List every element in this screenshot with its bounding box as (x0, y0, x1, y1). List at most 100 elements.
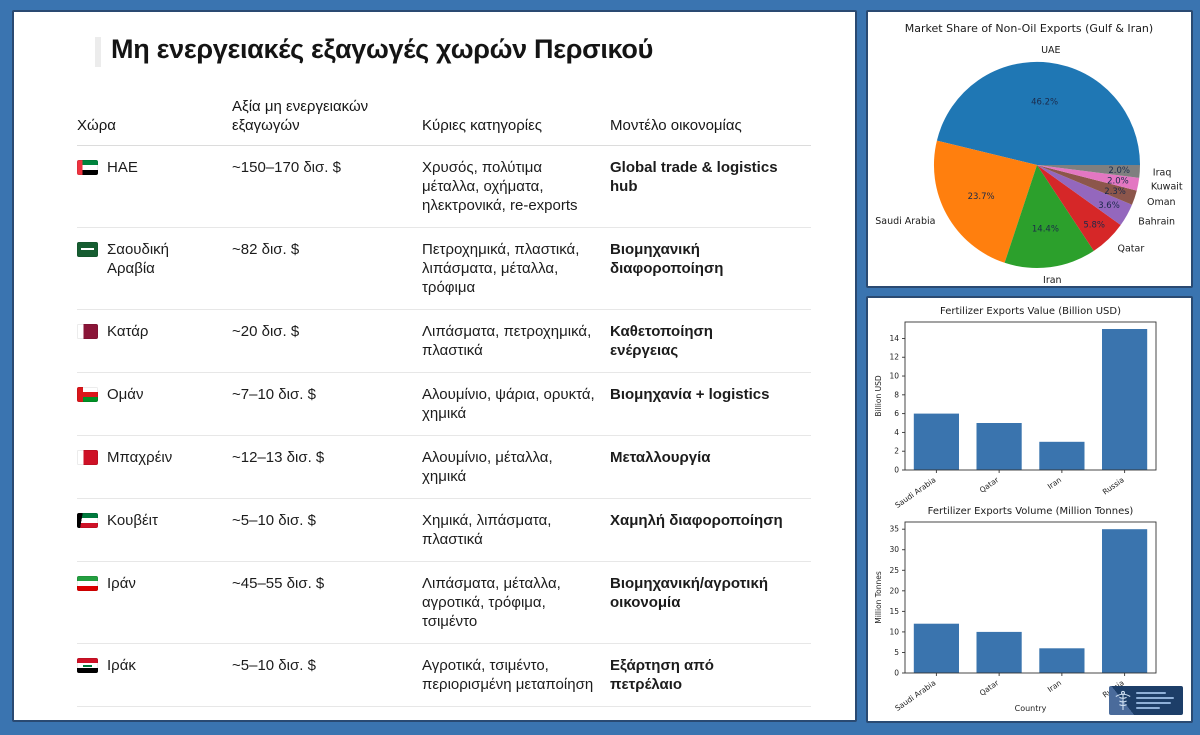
flag-omn-icon (77, 387, 98, 402)
table-row: Ιράκ ~5–10 δισ. $ Αγροτικά, τσιμέντο, περι… (77, 644, 811, 707)
y-tick-label: 2 (894, 447, 899, 456)
pie-label-uae: UAE (1041, 45, 1060, 56)
categories-cell: Χημικά, λιπάσματα, πλαστικά (422, 512, 552, 548)
table-row: ΗΑΕ ~150–170 δισ. $ Χρυσός, πολύτιμα μέταλ… (77, 146, 811, 228)
y-tick-label: 5 (894, 648, 899, 657)
value-cell: ~150–170 δισ. $ (232, 159, 341, 176)
y-tick-label: 15 (889, 607, 899, 616)
categories-cell: Αλουμίνιο, μέταλλα, χημικά (422, 449, 553, 485)
y-axis-label: Million Tonnes (874, 571, 883, 624)
flag-irq-icon (77, 658, 98, 673)
country-cell: Ιράν (77, 574, 232, 631)
value-cell: ~82 δισ. $ (232, 241, 300, 258)
pie-percent-label: 3.6% (1098, 201, 1120, 211)
country-cell: Σαουδική Αραβία (77, 240, 232, 297)
table-body: ΗΑΕ ~150–170 δισ. $ Χρυσός, πολύτιμα μέταλ… (77, 146, 811, 707)
value-cell: ~5–10 δισ. $ (232, 657, 316, 674)
table-row: Κατάρ ~20 δισ. $ Λιπάσματα, πετροχημικά, π… (77, 310, 811, 373)
pie-slice-iran (1004, 165, 1094, 269)
page-title: Μη ενεργειακές εξαγωγές χωρών Περσικού (111, 34, 653, 64)
country-cell: Μπαχρέιν (77, 448, 232, 486)
model-cell: Βιομηχανική/αγροτική οικονομία (610, 575, 768, 611)
categories-cell: Λιπάσματα, μέταλλα, αγροτικά, τρόφιμα, τ… (422, 575, 561, 630)
bar-russia (1102, 529, 1148, 673)
y-tick-label: 8 (894, 390, 899, 399)
chamber-logo (1109, 686, 1183, 715)
bar-chart-title: Fertilizer Exports Value (Billion USD) (940, 306, 1121, 317)
bar-chart-group: Fertilizer Exports Value (Billion USD) 0 2… (874, 306, 1157, 510)
model-cell: Εξάρτηση από πετρέλαιο (610, 657, 714, 693)
bar-iran (1039, 441, 1085, 470)
y-tick-label: 30 (889, 545, 899, 554)
pie-percent-label: 2.3% (1104, 187, 1126, 197)
country-cell: Ομάν (77, 385, 232, 423)
column-header-categories: Κύριες κατηγορίες (422, 117, 543, 134)
country-name: Σαουδική Αραβία (107, 241, 170, 277)
title-accent-bar (95, 37, 101, 67)
model-cell: Βιομηχανική διαφοροποίηση (610, 241, 724, 277)
y-tick-label: 20 (889, 586, 899, 595)
exports-table: Χώρα Αξία μη ενεργειακών εξαγωγών Κύριες… (77, 97, 811, 707)
x-tick-label: Russia (1101, 475, 1126, 496)
table-row: Μπαχρέιν ~12–13 δισ. $ Αλουμίνιο, μέταλλα,… (77, 436, 811, 499)
flag-bhr-icon (77, 450, 98, 465)
country-cell: ΗΑΕ (77, 158, 232, 215)
pie-slice-oman (1037, 165, 1137, 205)
table-row: Κουβέιτ ~5–10 δισ. $ Χημικά, λιπάσματα, πλ… (77, 499, 811, 562)
market-share-pie-chart: Market Share of Non-Oil Exports (Gulf & … (875, 22, 1183, 286)
y-tick-label: 12 (889, 353, 899, 362)
exports-table-card: Μη ενεργειακές εξαγωγές χωρών Περσικού Χ… (12, 10, 857, 722)
bar-qatar (976, 423, 1022, 470)
y-axis-label: Billion USD (874, 375, 883, 416)
country-name: Ομάν (107, 386, 144, 403)
flag-uae-icon (77, 160, 98, 175)
table-row: Ομάν ~7–10 δισ. $ Αλουμίνιο, ψάρια, ορυκτά… (77, 373, 811, 436)
flag-irn-icon (77, 576, 98, 591)
x-tick-label: Saudi Arabia (893, 475, 937, 510)
pie-percent-label: 2.0% (1107, 176, 1129, 186)
country-cell: Κουβέιτ (77, 511, 232, 549)
categories-cell: Χρυσός, πολύτιμα μέταλλα, οχήματα, ηλεκτ… (422, 159, 578, 214)
fertilizer-bar-charts: Fertilizer Exports Value (Billion USD) 0 2… (874, 306, 1157, 713)
caduceus-icon (1115, 690, 1131, 710)
flag-sau-icon (77, 242, 98, 257)
categories-cell: Αγροτικά, τσιμέντο, περιορισμένη μεταποί… (422, 657, 594, 693)
x-tick-label: Qatar (978, 678, 1001, 698)
value-cell: ~20 δισ. $ (232, 323, 300, 340)
x-tick-label: Iran (1046, 678, 1063, 694)
plot-box (904, 521, 1157, 674)
categories-cell: Λιπάσματα, πετροχημικά, πλαστικά (422, 323, 592, 359)
x-tick-label: Qatar (978, 475, 1001, 495)
pie-slice-kuwait (1037, 165, 1140, 191)
y-tick-label: 25 (889, 566, 899, 575)
bar-saudi-arabia (913, 413, 959, 470)
pie-chart-card: Market Share of Non-Oil Exports (Gulf & … (866, 10, 1193, 288)
pie-percent-label: 2.0% (1108, 166, 1130, 176)
pie-label-saudi-arabia: Saudi Arabia (875, 216, 935, 227)
model-cell: Global trade & logistics hub (610, 159, 778, 195)
pie-slice-bahrain (1037, 165, 1132, 225)
country-name: Ιράν (107, 575, 136, 592)
pie-percent-label: 23.7% (968, 192, 995, 202)
y-tick-label: 10 (889, 372, 899, 381)
country-name: Κατάρ (107, 323, 149, 340)
country-name: Κουβέιτ (107, 512, 158, 529)
pie-label-oman: Oman (1147, 197, 1176, 208)
column-header-model: Μοντέλο οικονομίας (610, 117, 742, 134)
bar-chart-group: Fertilizer Exports Volume (Million Tonne… (874, 506, 1157, 713)
model-cell: Καθετοποίηση ενέργειας (610, 323, 713, 359)
value-cell: ~45–55 δισ. $ (232, 575, 325, 592)
bar-charts-card: Fertilizer Exports Value (Billion USD) 0 2… (866, 296, 1193, 723)
pie-slice-qatar (1037, 165, 1121, 251)
y-tick-label: 14 (889, 334, 899, 343)
pie-percent-label: 14.4% (1032, 224, 1059, 234)
pie-slice-iraq (1037, 165, 1140, 178)
table-row: Ιράν ~45–55 δισ. $ Λιπάσματα, μέταλλα, αγρ… (77, 562, 811, 644)
bar-iran (1039, 648, 1085, 673)
bar-russia (1102, 329, 1148, 470)
table-header-row: Χώρα Αξία μη ενεργειακών εξαγωγών Κύριες… (77, 97, 811, 146)
x-axis-label: Country (1015, 704, 1047, 713)
flag-qat-icon (77, 324, 98, 339)
pie-label-qatar: Qatar (1118, 244, 1145, 255)
x-tick-label: Iran (1046, 475, 1063, 491)
